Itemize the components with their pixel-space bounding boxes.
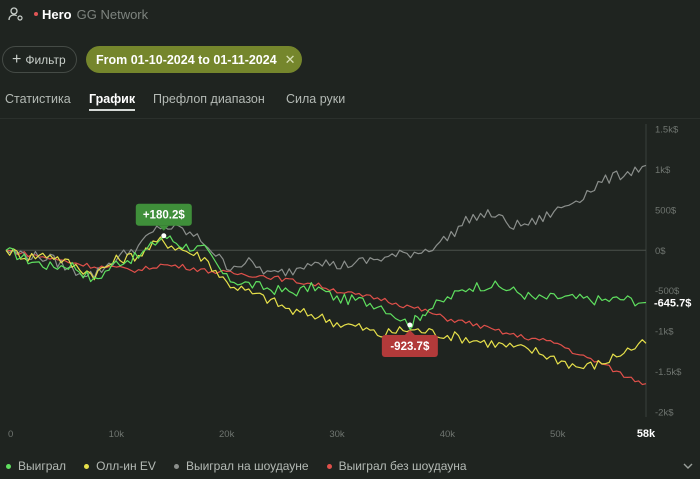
- x-tick-label: 10k: [109, 429, 125, 440]
- y-tick-label: 1.5k$: [655, 125, 679, 136]
- chart-area: 1.5k$ 1k$ 500$ 0$ -500$ -1k$ -1.5k$ -2k$ 0 10k 20k…: [0, 120, 700, 445]
- y-tick-label: 500$: [655, 205, 677, 216]
- legend-item-won[interactable]: Выиграл: [6, 459, 66, 473]
- tab-statistics[interactable]: Статистика: [5, 92, 71, 106]
- legend-dot: [326, 463, 332, 469]
- annotation-point: [161, 233, 167, 239]
- tabs: Статистика График Префлоп диапазон Сила …: [0, 92, 700, 112]
- legend-label: Выиграл: [18, 459, 67, 473]
- legend: Выиграл Олл-ин EV Выиграл на шоудауне Вы…: [0, 458, 700, 474]
- filter-row: + Фильтр From 01-10-2024 to 01-11-2024 ✕: [0, 46, 700, 74]
- series-line: [5, 249, 647, 386]
- chevron-down-icon[interactable]: [682, 460, 694, 472]
- legend-dot: [6, 463, 11, 469]
- annotation-label: -923.7$: [390, 341, 430, 353]
- x-tick-label: 0: [8, 429, 13, 440]
- annotation-pointer: [404, 329, 415, 335]
- filter-button[interactable]: + Фильтр: [2, 46, 77, 73]
- legend-item-non-showdown[interactable]: Выиграл без шоудауна: [326, 459, 467, 473]
- x-tick-label: 30k: [329, 429, 345, 440]
- tabs-divider: [0, 118, 700, 119]
- legend-label: Выиграл на шоудауне: [185, 459, 309, 473]
- tab-preflop-range[interactable]: Префлоп диапазон: [153, 92, 265, 106]
- close-icon[interactable]: ✕: [284, 51, 296, 67]
- winnings-chart: 1.5k$ 1k$ 500$ 0$ -500$ -1k$ -1.5k$ -2k$ 0 10k 20k…: [5, 124, 691, 440]
- status-dot: [34, 12, 38, 16]
- x-tick-label: 40k: [440, 429, 456, 440]
- annotation-box: [381, 334, 438, 357]
- y-tick-label: -2k$: [655, 408, 674, 419]
- legend-label: Выиграл без шоудауна: [338, 459, 467, 473]
- network-name: GG Network: [76, 6, 149, 22]
- series-line: [5, 236, 647, 370]
- legend-dot: [173, 463, 179, 469]
- filter-button-label: Фильтр: [25, 52, 66, 67]
- tab-hand-strength[interactable]: Сила руки: [286, 92, 346, 106]
- annotation-pointer: [158, 225, 169, 231]
- legend-item-showdown[interactable]: Выиграл на шоудауне: [173, 459, 309, 473]
- hero-name: Hero: [42, 6, 72, 22]
- user-settings-icon[interactable]: [8, 6, 24, 22]
- annotation-box: [135, 203, 192, 226]
- y-tick-label: -500$: [655, 286, 680, 297]
- legend-label: Олл-ин EV: [96, 459, 156, 473]
- x-tick-label: 20k: [219, 429, 235, 440]
- series-line: [5, 164, 647, 279]
- x-tick-label: 50k: [550, 429, 566, 440]
- y-tick-label: 1k$: [655, 165, 671, 176]
- date-range-label: From 01-10-2024 to 01-11-2024: [96, 52, 277, 67]
- annotation-label: +180.2$: [143, 210, 185, 222]
- y-tick-label: -1k$: [655, 327, 674, 338]
- plus-icon: +: [12, 50, 22, 68]
- series-line: [5, 235, 647, 330]
- legend-dot: [84, 463, 90, 469]
- annotation-point: [407, 322, 413, 328]
- header: Hero GG Network: [0, 0, 700, 28]
- x-max-label: 58k: [637, 428, 656, 440]
- tab-graph[interactable]: График: [89, 92, 136, 111]
- y-tick-label: 0$: [655, 246, 666, 257]
- legend-item-allin-ev[interactable]: Олл-ин EV: [84, 459, 156, 473]
- date-range-chip[interactable]: From 01-10-2024 to 01-11-2024 ✕: [86, 46, 302, 73]
- end-value-label: -645.7$: [654, 297, 691, 309]
- y-tick-label: -1.5k$: [655, 367, 682, 378]
